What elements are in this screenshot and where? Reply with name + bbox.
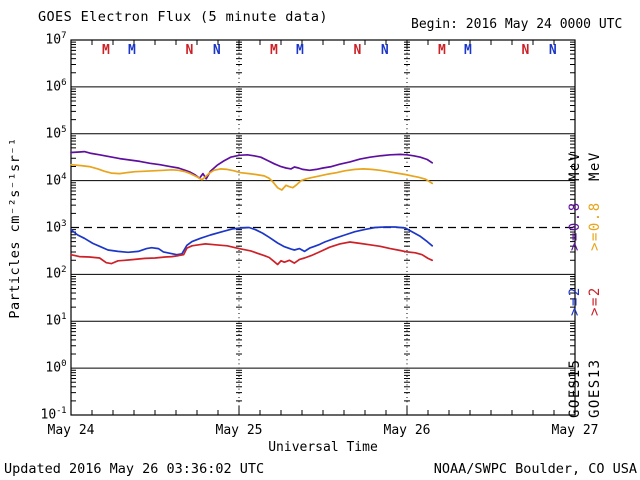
- y-tick-base: 10: [45, 172, 62, 188]
- flux-series: [70, 226, 434, 256]
- chart-title: GOES Electron Flux (5 minute data): [38, 9, 328, 25]
- legend-column-goes15: GOES15 >=2 >=0.8 MeV: [563, 138, 585, 418]
- midnight-noon-marker: N: [353, 43, 362, 58]
- y-tick-exponent: 1: [61, 312, 66, 323]
- midnight-noon-marker: M: [464, 43, 472, 58]
- y-tick-label: 102: [24, 265, 66, 281]
- midnight-noon-marker: N: [548, 43, 557, 58]
- x-tick-label: May 25: [215, 423, 263, 438]
- y-tick-exponent: 5: [61, 124, 66, 135]
- midnight-noon-marker: M: [102, 43, 110, 58]
- y-tick-exponent: 2: [61, 265, 66, 276]
- flux-series: [70, 150, 434, 180]
- y-tick-label: 106: [24, 78, 66, 94]
- legend-mev-label: MeV: [587, 151, 603, 181]
- plot-border: [70, 39, 576, 416]
- y-tick-label: 100: [24, 359, 66, 375]
- begin-timestamp: Begin: 2016 May 24 0000 UTC: [411, 17, 623, 32]
- flux-series: [70, 241, 434, 266]
- y-tick-label: 105: [24, 125, 66, 141]
- y-tick-base: 10: [45, 266, 62, 282]
- source-attribution: NOAA/SWPC Boulder, CO USA: [433, 461, 637, 477]
- legend-satellite-label: GOES15: [567, 358, 583, 418]
- midnight-noon-marker: M: [270, 43, 278, 58]
- legend-ge2-label: >=2: [587, 286, 603, 316]
- y-tick-exponent: 6: [61, 77, 66, 88]
- x-axis-title: Universal Time: [268, 440, 378, 455]
- midnight-noon-marker: N: [212, 43, 221, 58]
- x-tick-label: May 24: [47, 423, 95, 438]
- y-tick-exponent: 3: [61, 218, 66, 229]
- midnight-noon-marker: M: [296, 43, 304, 58]
- y-tick-base: 10: [45, 126, 62, 142]
- y-tick-exponent: 4: [61, 171, 66, 182]
- flux-series: [70, 163, 434, 191]
- midnight-noon-marker: N: [380, 43, 389, 58]
- legend-ge2-label: >=2: [567, 286, 583, 316]
- y-tick-label: 10-1: [24, 406, 67, 423]
- legend-column-goes13: GOES13 >=2 >=0.8 MeV: [583, 138, 605, 418]
- legend-satellite-label: GOES13: [587, 358, 603, 418]
- y-tick-exponent: -1: [56, 406, 66, 416]
- y-tick-base: 10: [45, 79, 62, 95]
- y-tick-exponent: 0: [61, 359, 66, 370]
- legend-ge08-label: >=0.8: [587, 201, 603, 251]
- y-tick-label: 101: [24, 312, 66, 328]
- legend-mev-label: MeV: [567, 151, 583, 181]
- y-tick-label: 103: [24, 219, 66, 235]
- x-tick-label: May 27: [551, 423, 599, 438]
- y-tick-exponent: 7: [61, 31, 66, 41]
- y-tick-base: 10: [45, 313, 62, 329]
- y-tick-label: 104: [24, 172, 66, 188]
- midnight-noon-marker: M: [128, 43, 136, 58]
- y-tick-base: 10: [40, 407, 57, 423]
- midnight-noon-marker: M: [438, 43, 446, 58]
- y-tick-base: 10: [45, 32, 62, 48]
- x-tick-label: May 26: [383, 423, 431, 438]
- updated-timestamp: Updated 2016 May 26 03:36:02 UTC: [4, 461, 265, 477]
- legend-ge08-label: >=0.8: [567, 201, 583, 251]
- y-tick-base: 10: [45, 360, 62, 376]
- midnight-noon-marker: N: [185, 43, 194, 58]
- y-tick-label: 107: [24, 31, 66, 47]
- midnight-noon-marker: N: [521, 43, 530, 58]
- y-tick-base: 10: [45, 219, 62, 235]
- y-axis-label: Particles cm⁻²s⁻¹sr⁻¹: [7, 137, 23, 319]
